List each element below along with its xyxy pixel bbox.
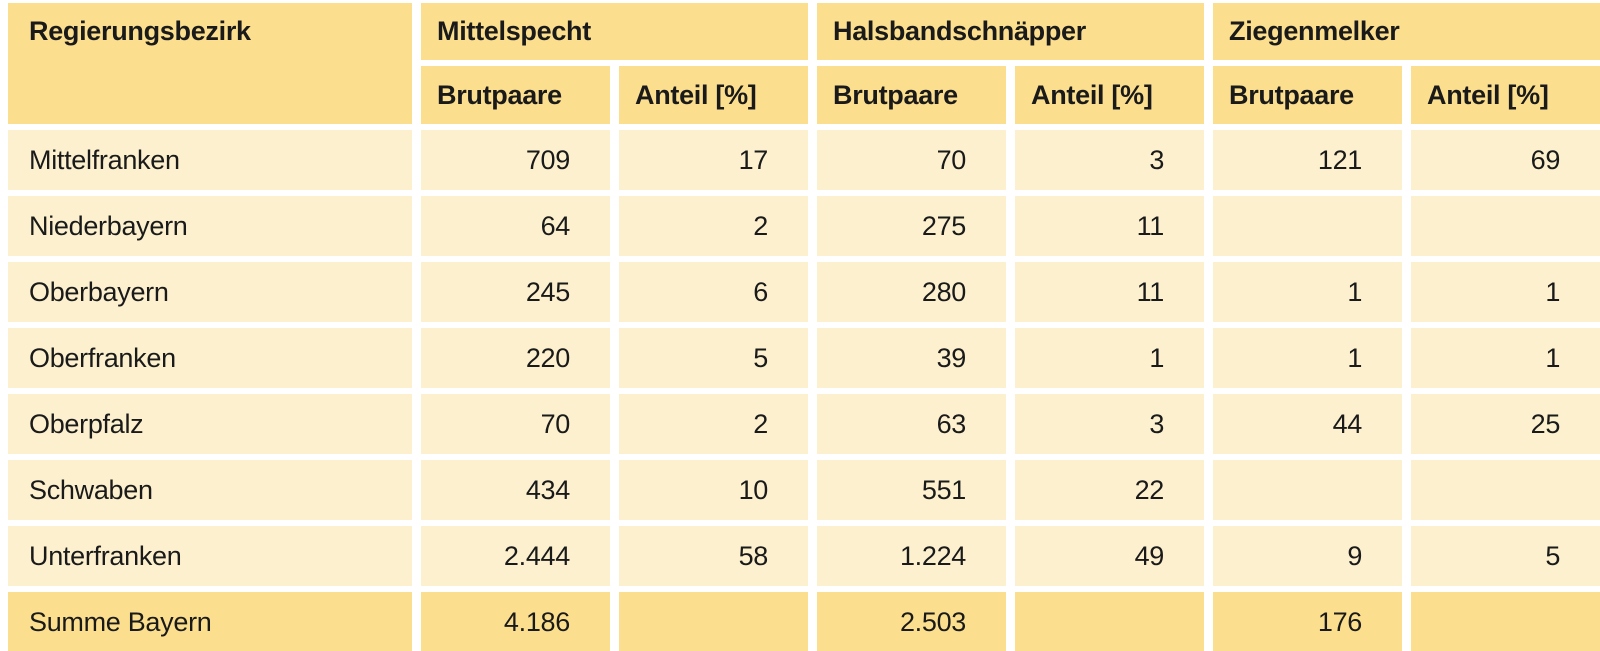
region-cell: Mittelfranken	[8, 130, 412, 190]
value-cell: 64	[421, 196, 610, 256]
value-cell: 3	[1015, 130, 1205, 190]
value-cell: 1	[1411, 328, 1600, 388]
value-cell: 9	[1213, 526, 1403, 586]
corner-header-regierungsbezirk: Regierungsbezirk	[8, 3, 412, 124]
region-cell: Oberpfalz	[8, 394, 412, 454]
value-cell: 280	[817, 262, 1007, 322]
table-row: Mittelfranken 709 17 70 3 121 69	[8, 130, 1600, 190]
subheader-brutpaare: Brutpaare	[421, 66, 610, 124]
value-cell: 551	[817, 460, 1007, 520]
species-header-row: Regierungsbezirk Mittelspecht Halsbandsc…	[8, 3, 1600, 124]
value-cell: 1.224	[817, 526, 1007, 586]
species-header-ziegenmelker: Ziegenmelker	[1213, 3, 1600, 60]
value-cell	[1213, 196, 1403, 256]
value-cell: 709	[421, 130, 610, 190]
region-cell: Schwaben	[8, 460, 412, 520]
value-cell: 275	[817, 196, 1007, 256]
value-cell: 17	[619, 130, 809, 190]
value-cell: 70	[817, 130, 1007, 190]
value-cell: 3	[1015, 394, 1205, 454]
value-cell: 58	[619, 526, 809, 586]
subheader-anteil: Anteil [%]	[1015, 66, 1205, 124]
value-cell: 22	[1015, 460, 1205, 520]
value-cell: 63	[817, 394, 1007, 454]
table-row: Unterfranken 2.444 58 1.224 49 9 5	[8, 526, 1600, 586]
total-value-cell: 2.503	[817, 592, 1007, 651]
value-cell: 245	[421, 262, 610, 322]
value-cell: 44	[1213, 394, 1403, 454]
subheader-brutpaare: Brutpaare	[817, 66, 1007, 124]
value-cell: 70	[421, 394, 610, 454]
value-cell: 2.444	[421, 526, 610, 586]
value-cell: 1	[1015, 328, 1205, 388]
value-cell: 6	[619, 262, 809, 322]
table-row: Oberfranken 220 5 39 1 1 1	[8, 328, 1600, 388]
value-cell: 1	[1213, 262, 1403, 322]
table-row: Niederbayern 64 2 275 11	[8, 196, 1600, 256]
value-cell: 49	[1015, 526, 1205, 586]
total-value-cell	[1411, 592, 1600, 651]
value-cell: 434	[421, 460, 610, 520]
value-cell: 2	[619, 394, 809, 454]
species-header-halsbandschnaepper: Halsbandschnäpper	[817, 3, 1205, 60]
table-row: Oberbayern 245 6 280 11 1 1	[8, 262, 1600, 322]
value-cell	[1213, 460, 1403, 520]
value-cell: 39	[817, 328, 1007, 388]
value-cell: 121	[1213, 130, 1403, 190]
value-cell: 11	[1015, 262, 1205, 322]
subheader-anteil: Anteil [%]	[1411, 66, 1600, 124]
region-cell: Oberbayern	[8, 262, 412, 322]
value-cell	[1411, 460, 1600, 520]
total-row: Summe Bayern 4.186 2.503 176	[8, 592, 1600, 651]
region-cell: Oberfranken	[8, 328, 412, 388]
total-value-cell	[1015, 592, 1205, 651]
species-header-mittelspecht: Mittelspecht	[421, 3, 809, 60]
value-cell: 5	[1411, 526, 1600, 586]
total-value-cell	[619, 592, 809, 651]
value-cell	[1411, 196, 1600, 256]
value-cell: 1	[1411, 262, 1600, 322]
table-row: Oberpfalz 70 2 63 3 44 25	[8, 394, 1600, 454]
value-cell: 5	[619, 328, 809, 388]
value-cell: 69	[1411, 130, 1600, 190]
value-cell: 25	[1411, 394, 1600, 454]
subheader-brutpaare: Brutpaare	[1213, 66, 1403, 124]
region-cell: Unterfranken	[8, 526, 412, 586]
total-value-cell: 176	[1213, 592, 1403, 651]
value-cell: 2	[619, 196, 809, 256]
value-cell: 220	[421, 328, 610, 388]
total-label-cell: Summe Bayern	[8, 592, 412, 651]
region-cell: Niederbayern	[8, 196, 412, 256]
table-row: Schwaben 434 10 551 22	[8, 460, 1600, 520]
value-cell: 10	[619, 460, 809, 520]
total-value-cell: 4.186	[421, 592, 610, 651]
value-cell: 11	[1015, 196, 1205, 256]
value-cell: 1	[1213, 328, 1403, 388]
sub-header-row: Brutpaare Anteil [%] Brutpaare Anteil [%…	[8, 66, 1600, 124]
subheader-anteil: Anteil [%]	[619, 66, 809, 124]
